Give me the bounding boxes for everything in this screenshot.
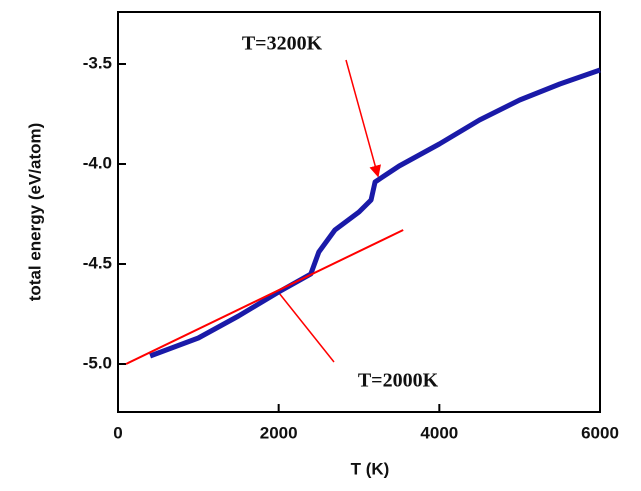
- x-tick-label: 2000: [260, 423, 298, 442]
- y-tick-label: -4.5: [83, 253, 112, 272]
- data-line: [149, 67, 601, 359]
- plot-frame: [117, 11, 601, 413]
- annotation: T=3200K: [242, 33, 323, 55]
- y-tick-label: -3.5: [83, 53, 112, 72]
- x-tick-label: 0: [113, 423, 122, 442]
- annotation-arrow: [278, 292, 335, 363]
- y-tick-label: -4.0: [83, 153, 112, 172]
- annotation-arrow: [345, 59, 381, 178]
- data-line: [125, 229, 404, 365]
- x-tick-label: 6000: [581, 423, 619, 442]
- y-axis-label: total energy (eV/atom): [25, 123, 44, 302]
- annotation: T=2000K: [358, 370, 439, 392]
- x-tick-label: 4000: [420, 423, 458, 442]
- x-axis-label: T (K): [351, 459, 390, 478]
- y-tick-label: -5.0: [83, 353, 112, 372]
